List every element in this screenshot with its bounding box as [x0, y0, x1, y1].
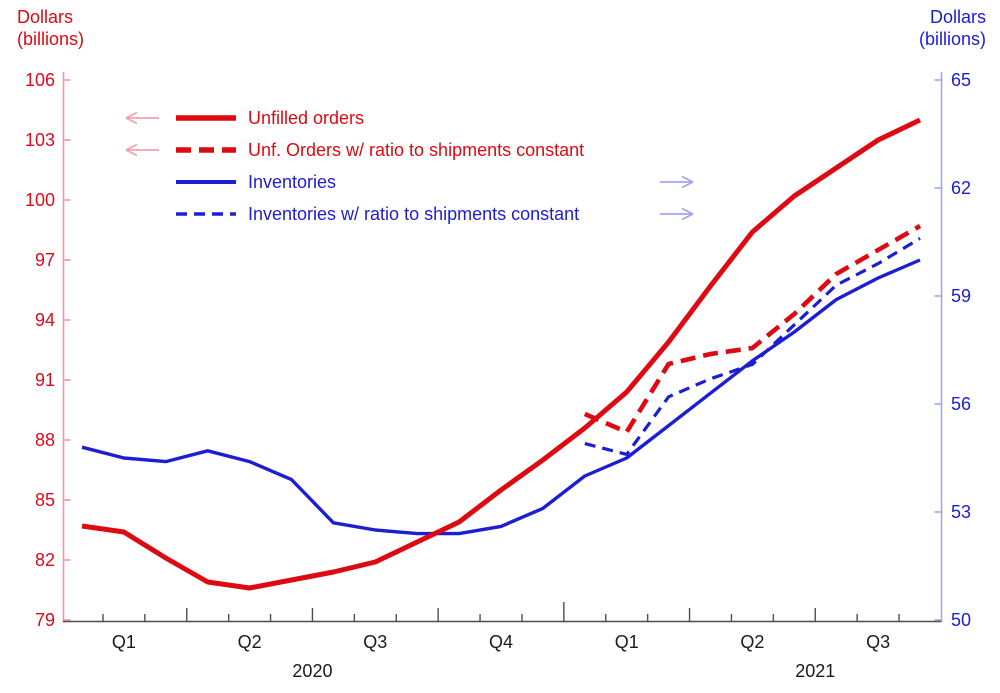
x-axis-year-label: 2021: [795, 661, 835, 681]
left-axis-tick-label: 82: [35, 550, 55, 570]
legend-row-inventories-constant: Inventories w/ ratio to shipments consta…: [123, 198, 763, 230]
x-axis-quarter-label: Q3: [363, 632, 387, 652]
legend-label-inventories: Inventories: [248, 172, 337, 192]
right-axis-title-line1: Dollars: [929, 7, 986, 27]
right-axis-tick-label: 65: [951, 70, 971, 90]
series-inventories-w-ratio-to-shipments-constant: [584, 237, 921, 456]
series-unfilled-orders: [81, 117, 922, 591]
x-axis-quarter-label: Q1: [615, 632, 639, 652]
left-axis-tick-label: 91: [35, 370, 55, 390]
right-arrow-icon: [660, 207, 694, 221]
right-axis-tick-label: 59: [951, 286, 971, 306]
left-axis-title-line1: Dollars: [17, 7, 74, 27]
legend-swatch-blue-dashed: [176, 212, 236, 216]
left-axis-title-line2: (billions): [17, 29, 85, 49]
x-axis-quarter-label: Q4: [489, 632, 513, 652]
legend-row-unfilled-orders: Unfilled orders: [123, 102, 763, 134]
right-axis-tick-label: 56: [951, 394, 971, 414]
legend-swatch-red-solid: [176, 115, 236, 121]
left-axis-tick-label: 106: [25, 70, 55, 90]
left-axis-tick-label: 94: [35, 310, 55, 330]
left-axis-tick-label: 103: [25, 130, 55, 150]
series-unf-orders-w-ratio-to-shipments-constant: [583, 224, 922, 435]
legend: Unfilled orders Unf. Orders w/ ratio to …: [123, 102, 763, 230]
legend-label-inventories-constant: Inventories w/ ratio to shipments consta…: [248, 204, 580, 224]
left-axis-tick-label: 97: [35, 250, 55, 270]
right-axis-title: Dollars (billions): [919, 6, 986, 50]
x-axis-quarter-label: Q3: [866, 632, 890, 652]
left-axis-tick-label: 88: [35, 430, 55, 450]
left-arrow-icon: [125, 143, 159, 157]
legend-swatch-red-dashed: [176, 147, 236, 153]
x-axis-year-label: 2020: [292, 661, 332, 681]
series-inventories: [81, 258, 921, 536]
left-axis-tick-label: 100: [25, 190, 55, 210]
right-axis-tick-label: 62: [951, 178, 971, 198]
right-arrow-icon: [660, 175, 694, 189]
legend-row-unf-orders-constant: Unf. Orders w/ ratio to shipments consta…: [123, 134, 763, 166]
right-axis-title-line2: (billions): [918, 29, 986, 49]
left-arrow-icon: [125, 111, 159, 125]
right-axis-tick-label: 50: [951, 610, 971, 630]
x-axis-quarter-label: Q2: [740, 632, 764, 652]
right-axis-tick-label: 53: [951, 502, 971, 522]
left-axis-tick-label: 85: [35, 490, 55, 510]
x-axis-quarter-label: Q2: [238, 632, 262, 652]
legend-label-unfilled-orders: Unfilled orders: [248, 108, 365, 128]
legend-swatch-blue-solid: [176, 180, 236, 184]
left-axis-title: Dollars (billions): [17, 6, 84, 50]
x-axis-quarter-label: Q1: [112, 632, 136, 652]
legend-row-inventories: Inventories: [123, 166, 763, 198]
left-axis-tick-label: 79: [35, 610, 55, 630]
legend-label-unf-orders-constant: Unf. Orders w/ ratio to shipments consta…: [248, 140, 585, 160]
